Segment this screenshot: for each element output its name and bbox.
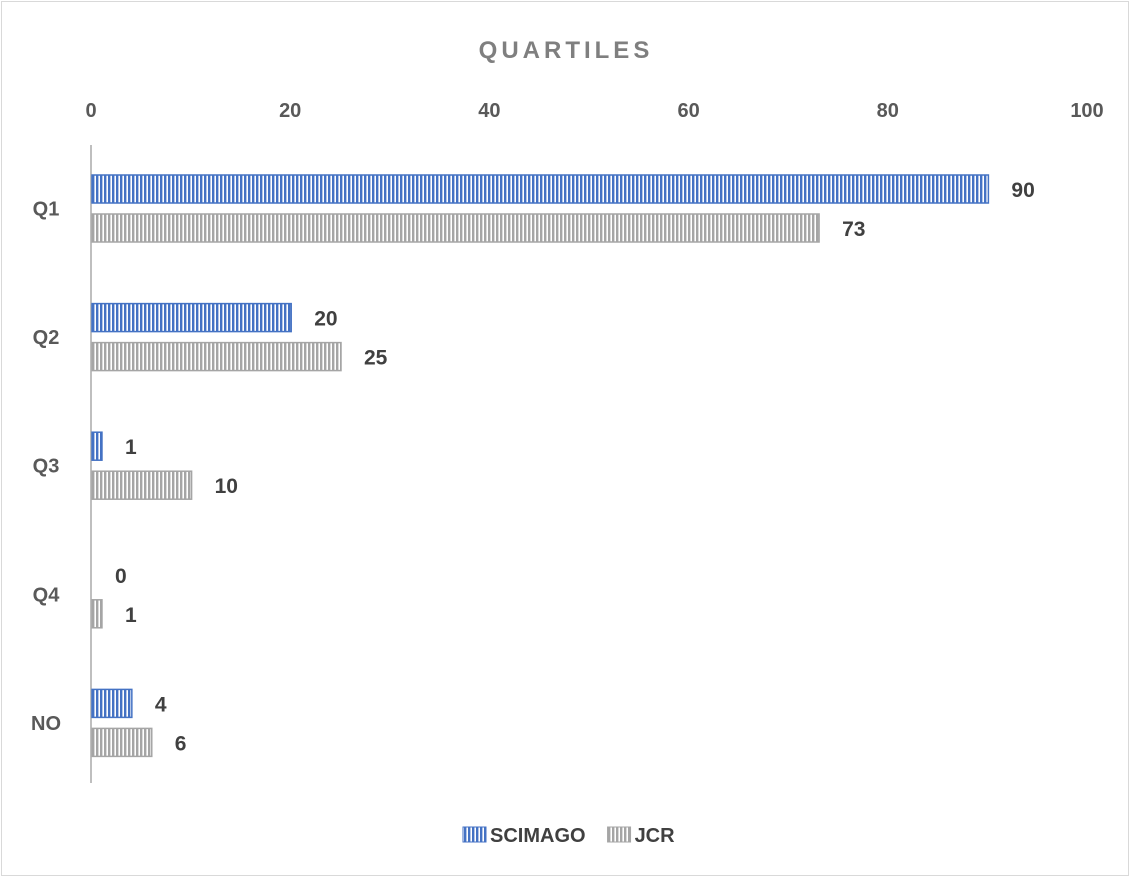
bar-scimago-no xyxy=(91,688,133,719)
bar-scimago-q2 xyxy=(91,302,292,333)
bar-jcr-q3 xyxy=(91,470,193,500)
data-label: 1 xyxy=(125,604,137,627)
category-label: Q3 xyxy=(33,456,60,478)
x-tick-label: 20 xyxy=(279,100,301,122)
category-label: NO xyxy=(31,713,61,735)
value-axis-ticks: 0 20 40 60 80 100 xyxy=(85,100,1103,122)
data-labels: 90 73 20 25 1 10 0 1 46 xyxy=(115,179,1035,755)
x-tick-label: 80 xyxy=(877,100,899,122)
bar-jcr-no xyxy=(91,727,153,758)
legend-swatch-scimago xyxy=(462,826,487,843)
data-label: 1 xyxy=(125,436,137,459)
bar-jcr-q4 xyxy=(91,599,103,629)
data-label: 25 xyxy=(364,347,388,370)
category-label: Q1 xyxy=(33,199,60,221)
data-label: 4 xyxy=(155,693,167,716)
data-label: 90 xyxy=(1011,179,1034,202)
bar-scimago-q1 xyxy=(91,174,990,204)
x-tick-label: 60 xyxy=(677,100,699,122)
legend: SCIMAGO JCR xyxy=(462,825,676,847)
bars xyxy=(91,174,990,758)
category-label: Q2 xyxy=(33,327,60,349)
x-tick-label: 40 xyxy=(478,100,500,122)
x-tick-label: 0 xyxy=(85,100,96,122)
legend-label-jcr: JCR xyxy=(635,825,676,847)
data-label: 6 xyxy=(175,732,187,755)
legend-swatch-jcr xyxy=(607,826,632,843)
bar-scimago-q3 xyxy=(91,431,103,461)
category-label: Q4 xyxy=(33,584,61,606)
data-label: 73 xyxy=(842,218,865,241)
data-label: 20 xyxy=(314,308,337,331)
x-tick-label: 100 xyxy=(1070,100,1103,122)
category-labels: Q1 Q2 Q3 Q4 NO xyxy=(31,199,61,735)
chart-title: QUARTILES xyxy=(479,37,654,64)
bar-jcr-q1 xyxy=(91,213,820,243)
legend-label-scimago: SCIMAGO xyxy=(490,825,586,847)
data-label: 0 xyxy=(115,565,127,588)
data-label: 10 xyxy=(215,475,238,498)
bar-jcr-q2 xyxy=(91,341,342,372)
